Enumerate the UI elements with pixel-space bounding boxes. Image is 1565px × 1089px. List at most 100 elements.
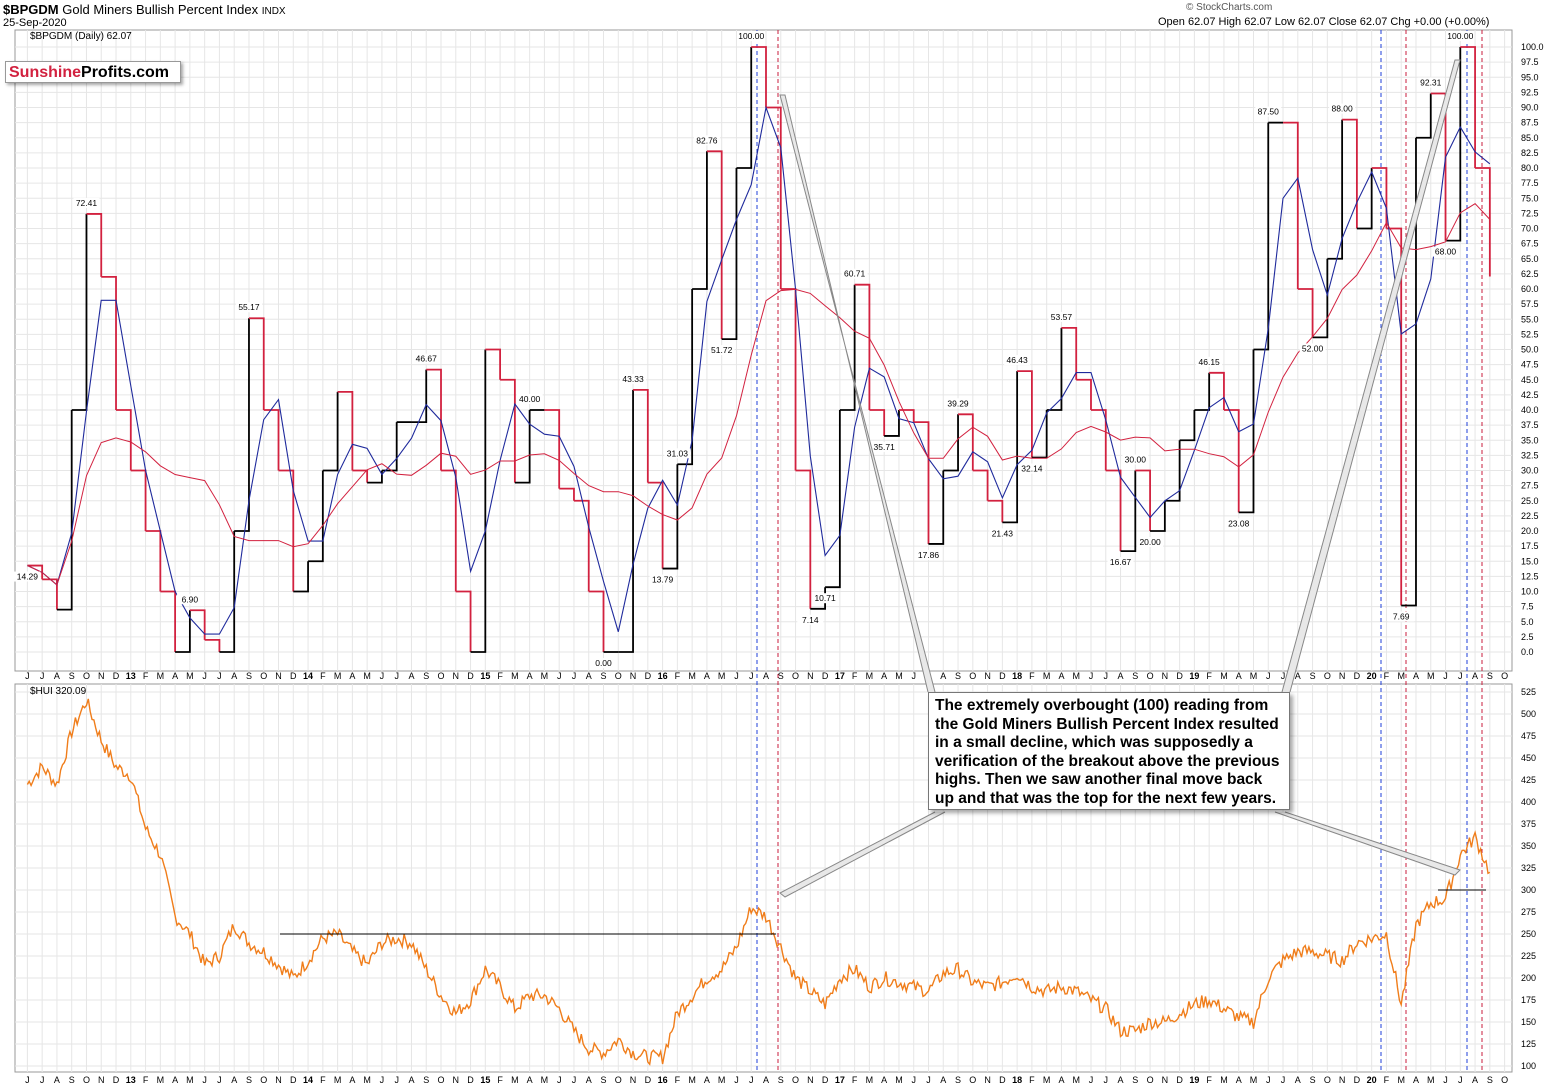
- upper-y-tick-label: 55.0: [1521, 314, 1539, 324]
- value-label-bg: [841, 268, 868, 279]
- bpgdm-segment: [1386, 227, 1403, 606]
- month-tick-label: M: [688, 1075, 696, 1085]
- month-tick-label: F: [1029, 671, 1035, 681]
- bpgdm-segment: [1194, 372, 1211, 411]
- month-tick-label: J: [380, 671, 385, 681]
- value-label-bg: [693, 135, 720, 146]
- month-tick-label: J: [202, 671, 207, 681]
- upper-y-tick-label: 67.5: [1521, 239, 1539, 249]
- month-tick-label: J: [749, 1075, 754, 1085]
- upper-y-tick-label: 50.0: [1521, 345, 1539, 355]
- month-tick-label: D: [1176, 671, 1183, 681]
- month-tick-label: A: [1295, 671, 1301, 681]
- month-tick-label: M: [1072, 671, 1080, 681]
- month-tick-label: D: [822, 671, 829, 681]
- month-tick-label: N: [453, 1075, 460, 1085]
- month-tick-label: J: [217, 671, 222, 681]
- month-tick-label: 16: [658, 671, 668, 681]
- month-tick-label: M: [1043, 671, 1051, 681]
- value-label-bg: [1432, 246, 1459, 257]
- bpgdm-segment: [1046, 327, 1063, 411]
- value-label: 88.00: [1331, 104, 1353, 114]
- value-label-bg: [73, 197, 100, 208]
- bpgdm-segment: [367, 470, 383, 484]
- month-tick-label: S: [246, 1075, 252, 1085]
- upper-y-tick-label: 52.5: [1521, 329, 1539, 339]
- month-tick-label: A: [527, 671, 533, 681]
- month-tick-label: J: [1458, 671, 1463, 681]
- lower-y-tick-label: 200: [1521, 973, 1536, 983]
- upper-y-tick-label: 30.0: [1521, 466, 1539, 476]
- bpgdm-segment: [441, 469, 457, 592]
- bpgdm-segment: [1312, 258, 1329, 339]
- value-label: 52.00: [1302, 343, 1324, 353]
- month-tick-label: J: [911, 671, 916, 681]
- month-tick-label: M: [334, 671, 342, 681]
- month-tick-label: A: [1058, 1075, 1064, 1085]
- month-tick-label: J: [1266, 671, 1271, 681]
- value-label: 20.00: [1139, 537, 1161, 547]
- bpgdm-segment: [972, 469, 989, 501]
- bpgdm-segment: [958, 413, 974, 471]
- month-tick-label: A: [349, 671, 355, 681]
- month-tick-label: A: [881, 1075, 887, 1085]
- lower-y-tick-label: 175: [1521, 995, 1536, 1005]
- watermark: © StockCharts.com: [1186, 2, 1273, 13]
- month-tick-label: O: [1501, 671, 1508, 681]
- month-tick-label: J: [217, 1075, 222, 1085]
- month-tick-label: M: [541, 1075, 549, 1085]
- bpgdm-segment: [766, 106, 782, 289]
- month-tick-label: J: [734, 1075, 739, 1085]
- value-label: 92.31: [1420, 78, 1442, 88]
- month-tick-label: A: [231, 671, 237, 681]
- month-tick-label: S: [1310, 1075, 1316, 1085]
- ohlc-readout: Open 62.07 High 62.07 Low 62.07 Close 62…: [1158, 16, 1490, 28]
- callout-pointer: [779, 94, 936, 693]
- month-tick-label: M: [157, 671, 165, 681]
- month-tick-label: F: [675, 1075, 681, 1085]
- month-tick-label: A: [408, 1075, 414, 1085]
- month-tick-label: A: [172, 671, 178, 681]
- month-tick-label: J: [911, 1075, 916, 1085]
- month-tick-label: S: [600, 671, 606, 681]
- bpgdm-segment: [86, 213, 103, 277]
- month-tick-label: F: [852, 671, 858, 681]
- month-tick-label: J: [1266, 1075, 1271, 1085]
- value-label-bg: [812, 593, 839, 604]
- month-tick-label: S: [423, 671, 429, 681]
- callout-pointer: [1274, 811, 1461, 876]
- month-tick-label: S: [955, 671, 961, 681]
- value-label-bg: [590, 658, 617, 668]
- month-tick-label: N: [1339, 671, 1346, 681]
- value-label: 23.08: [1228, 518, 1250, 528]
- value-label-bg: [14, 571, 41, 582]
- month-tick-label: F: [143, 671, 149, 681]
- bpgdm-segment: [1076, 378, 1092, 410]
- month-tick-label: 13: [126, 1075, 136, 1085]
- month-tick-label: A: [1472, 1075, 1478, 1085]
- month-tick-label: O: [969, 671, 976, 681]
- month-tick-label: S: [778, 671, 784, 681]
- month-tick-label: M: [157, 1075, 165, 1085]
- value-label: 100.00: [738, 31, 764, 41]
- month-tick-label: M: [511, 1075, 519, 1085]
- value-label: 51.72: [711, 345, 733, 355]
- month-tick-label: S: [1310, 671, 1316, 681]
- lower-y-tick-label: 350: [1521, 841, 1536, 851]
- month-tick-label: O: [1324, 1075, 1331, 1085]
- month-tick-label: S: [69, 671, 75, 681]
- month-tick-label: D: [645, 671, 652, 681]
- month-tick-label: 16: [658, 1075, 668, 1085]
- bpgdm-segment: [1002, 371, 1019, 524]
- month-tick-label: M: [866, 671, 874, 681]
- value-label-bg: [1122, 454, 1149, 465]
- bpgdm-long-ma: [27, 203, 1491, 586]
- month-tick-label: 19: [1189, 671, 1199, 681]
- month-tick-label: D: [1176, 1075, 1183, 1085]
- month-tick-label: M: [1043, 1075, 1051, 1085]
- lower-y-tick-label: 150: [1521, 1017, 1536, 1027]
- bpgdm-segment: [27, 564, 44, 580]
- lower-y-tick-label: 450: [1521, 753, 1536, 763]
- month-tick-label: M: [186, 671, 194, 681]
- upper-y-tick-label: 92.5: [1521, 87, 1539, 97]
